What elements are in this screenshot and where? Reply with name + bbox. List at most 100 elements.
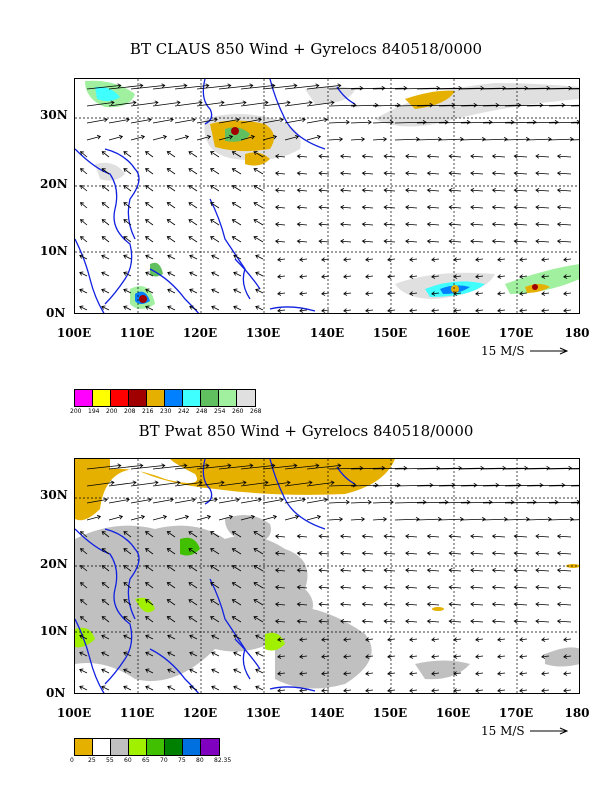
wind-vector: [361, 239, 374, 244]
wind-vector: [416, 119, 449, 125]
wind-vector: [321, 637, 330, 642]
wind-vector: [475, 257, 484, 262]
wind-vector: [196, 83, 232, 90]
wind-vector: [475, 671, 484, 676]
wind-vector: [123, 531, 132, 538]
wind-vector: [340, 619, 352, 624]
wind-vector: [277, 257, 286, 262]
wind-vector: [394, 136, 420, 142]
wind-vector: [299, 274, 308, 279]
wind-vector: [296, 154, 308, 159]
panel1-colorbar-swatch: [219, 390, 237, 406]
wind-vector: [86, 117, 108, 124]
wind-vector: [405, 221, 418, 227]
wind-vector: [240, 514, 256, 521]
wind-vector: [372, 482, 401, 488]
wind-vector: [340, 602, 352, 607]
wind-vector: [79, 599, 88, 606]
wind-vector: [438, 85, 485, 91]
wind-vector: [548, 87, 579, 90]
wind-vector: [343, 291, 352, 296]
wind-vector: [166, 236, 176, 243]
wind-vector: [79, 202, 88, 209]
wind-vector: [253, 185, 264, 192]
wind-vector: [196, 480, 225, 487]
panel1-colorbar-label: 216: [142, 408, 154, 415]
wind-vector: [431, 291, 440, 296]
wind-vector: [475, 637, 484, 642]
wind-vector: [318, 619, 330, 624]
wind-vector: [86, 480, 115, 487]
wind-vector: [340, 551, 352, 556]
wind-vector: [233, 634, 242, 640]
wind-vector: [296, 222, 308, 227]
wind-vector: [470, 221, 484, 227]
wind-vector: [340, 568, 352, 573]
wind-vector: [460, 136, 486, 142]
wind-vector: [240, 83, 276, 90]
wind-vector: [383, 534, 396, 539]
wind-vector: [405, 153, 418, 159]
wind-vector: [174, 117, 196, 124]
wind-vector: [383, 154, 396, 159]
wind-vector: [79, 531, 88, 538]
panel2-colorbar-swatch: [147, 739, 165, 755]
wind-vector: [409, 308, 418, 313]
wind-vector: [482, 136, 508, 142]
wind-vector: [277, 637, 286, 642]
wind-vector: [448, 550, 462, 556]
wind-vector: [387, 308, 396, 313]
wind-vector: [167, 254, 176, 260]
wind-vector: [79, 168, 88, 175]
wind-vector: [299, 654, 308, 659]
wind-vector: [563, 637, 572, 642]
panel1-xtick-180: 180: [564, 326, 590, 340]
wind-vector: [416, 102, 456, 108]
wind-vector: [231, 582, 242, 589]
wind-vector: [277, 291, 286, 296]
wind-vector: [448, 584, 462, 590]
wind-vector: [306, 117, 328, 124]
wind-vector: [101, 236, 110, 243]
wind-vector: [318, 188, 330, 193]
wind-vector: [318, 154, 330, 159]
wind-vector: [416, 482, 456, 488]
wind-vector: [231, 151, 242, 158]
wind-vector: [145, 168, 154, 175]
wind-vector: [340, 585, 352, 590]
wind-vector: [387, 257, 396, 262]
wind-vector: [233, 651, 242, 657]
wind-vector: [123, 565, 132, 572]
wind-vector: [152, 497, 174, 504]
panel1-colorbar-label: 194: [88, 408, 100, 415]
panel2-xtick-130e: 130E: [245, 706, 281, 720]
wind-vector: [556, 567, 572, 573]
wind-vector: [541, 291, 550, 296]
panel1-colorbar-label: 200: [106, 408, 118, 415]
panel1-colorbar-label: 208: [124, 408, 136, 415]
wind-vector: [296, 171, 308, 176]
wind-vector: [431, 274, 440, 279]
wind-vector: [255, 651, 264, 657]
panel2-colorbar: [74, 738, 220, 756]
wind-vector: [409, 688, 418, 693]
wind-vector: [470, 584, 484, 590]
wind-vector: [394, 465, 441, 471]
wind-vector: [526, 119, 559, 125]
wind-vector: [383, 205, 396, 210]
wind-vector: [306, 134, 322, 141]
panel1-xtick-170e: 170E: [498, 326, 534, 340]
wind-vector: [394, 516, 420, 522]
wind-vector: [188, 582, 198, 589]
wind-vector: [79, 219, 88, 226]
wind-vector: [218, 117, 240, 124]
wind-vector: [262, 514, 278, 521]
wind-vector: [210, 582, 220, 589]
wind-vector: [174, 83, 210, 90]
wind-vector: [262, 497, 284, 504]
wind-vector: [262, 117, 284, 124]
wind-vector: [340, 222, 352, 227]
wind-vector: [416, 465, 463, 471]
wind-vector: [340, 205, 352, 210]
wind-vector: [189, 634, 198, 640]
